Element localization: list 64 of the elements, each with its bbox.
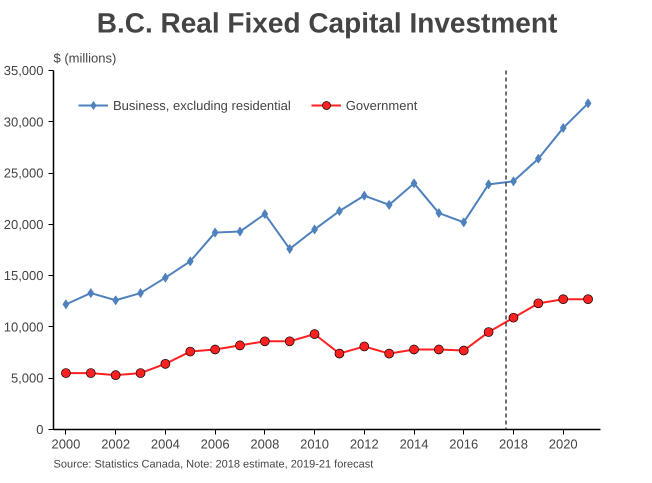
point (485, 180, 492, 190)
point (436, 208, 442, 218)
y-axis-title: $ (millions) (54, 50, 116, 66)
x-tick-label: 2000 (51, 436, 80, 452)
point (185, 346, 196, 356)
legend-label: Government (346, 98, 418, 112)
y-tick-label: 20,000 (4, 216, 44, 232)
point (212, 228, 218, 238)
point (235, 340, 245, 350)
chart-title: B.C. Real Fixed Capital Investment (96, 8, 558, 38)
y-tick-label: 10,000 (4, 319, 44, 334)
point (558, 294, 568, 304)
point (384, 348, 394, 358)
point (458, 346, 469, 356)
point (260, 336, 270, 346)
point (86, 368, 96, 378)
point (360, 190, 368, 200)
point (336, 206, 343, 216)
x-tick-label: 2014 (400, 436, 428, 452)
point (61, 368, 71, 378)
x-tick-label: 2018 (499, 436, 528, 452)
point (284, 336, 295, 346)
point (310, 329, 320, 339)
point (87, 288, 94, 298)
x-tick-label: 2008 (250, 436, 280, 452)
point (160, 359, 170, 369)
source-note: Source: Statistics Canada, Note: 2018 estimate, 2019-21 forecast (54, 458, 374, 470)
point (112, 295, 120, 306)
y-tick-label: 25,000 (4, 166, 44, 181)
point (236, 226, 244, 236)
point (409, 344, 419, 354)
x-tick-label: 2006 (200, 436, 230, 452)
point (434, 344, 444, 354)
point (334, 348, 344, 358)
point (261, 209, 268, 219)
point (508, 312, 518, 323)
x-tick-label: 2012 (350, 436, 379, 452)
point (136, 368, 146, 378)
y-tick-label: 0 (36, 422, 44, 437)
y-tick-label: 15,000 (4, 268, 44, 284)
y-tick-label: 35,000 (4, 63, 44, 78)
point (533, 298, 544, 308)
x-tick-label: 2020 (548, 436, 578, 452)
y-tick-label: 5,000 (10, 370, 44, 386)
point (62, 300, 70, 310)
point (286, 244, 294, 254)
x-tick-label: 2010 (300, 436, 330, 452)
legend-label: Business, excluding residential (113, 98, 291, 112)
x-tick-label: 2002 (101, 436, 130, 452)
point (534, 154, 542, 164)
point (560, 123, 567, 133)
point (110, 370, 121, 380)
point (311, 224, 318, 234)
x-tick-label: 2004 (150, 436, 180, 452)
point (210, 344, 220, 354)
point (186, 256, 194, 266)
point (137, 288, 144, 298)
y-tick-label: 30,000 (4, 114, 44, 130)
point (359, 342, 370, 352)
x-tick-label: 2016 (449, 436, 478, 452)
point (484, 327, 494, 337)
point (460, 217, 468, 228)
point (386, 200, 393, 210)
point (583, 294, 593, 304)
